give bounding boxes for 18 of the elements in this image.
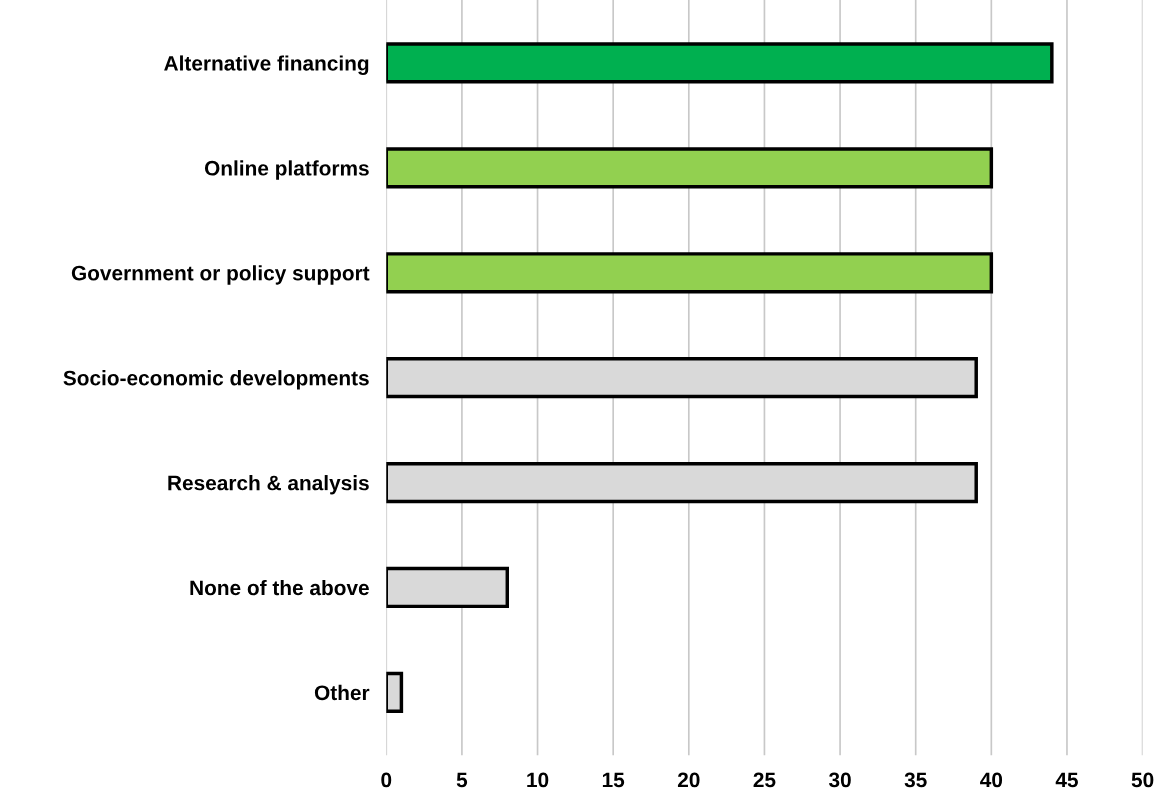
y-tick-label: Government or policy support bbox=[71, 265, 370, 285]
x-tick-label: 35 bbox=[904, 772, 927, 788]
x-tick-label: 40 bbox=[980, 772, 1003, 788]
x-tick-label: 45 bbox=[1055, 772, 1078, 788]
x-tick-label: 0 bbox=[381, 772, 392, 788]
x-tick-label: 10 bbox=[527, 772, 549, 788]
x-tick-label: 25 bbox=[753, 772, 776, 788]
y-tick-label: Research & analysis bbox=[168, 475, 369, 495]
y-tick-label: Online platforms bbox=[204, 160, 369, 180]
x-tick-label: 15 bbox=[602, 772, 625, 788]
x-tick-label: 5 bbox=[456, 772, 468, 788]
y-tick-label: Socio-economic developments bbox=[63, 370, 369, 390]
y-tick-label: Alternative financing bbox=[164, 55, 369, 75]
x-tick-label: 30 bbox=[828, 772, 851, 788]
x-tick-label: 20 bbox=[677, 772, 700, 788]
y-tick-label: None of the above bbox=[190, 579, 369, 596]
x-tick-label: 50 bbox=[1131, 772, 1154, 788]
y-tick-label: Other bbox=[314, 684, 370, 701]
